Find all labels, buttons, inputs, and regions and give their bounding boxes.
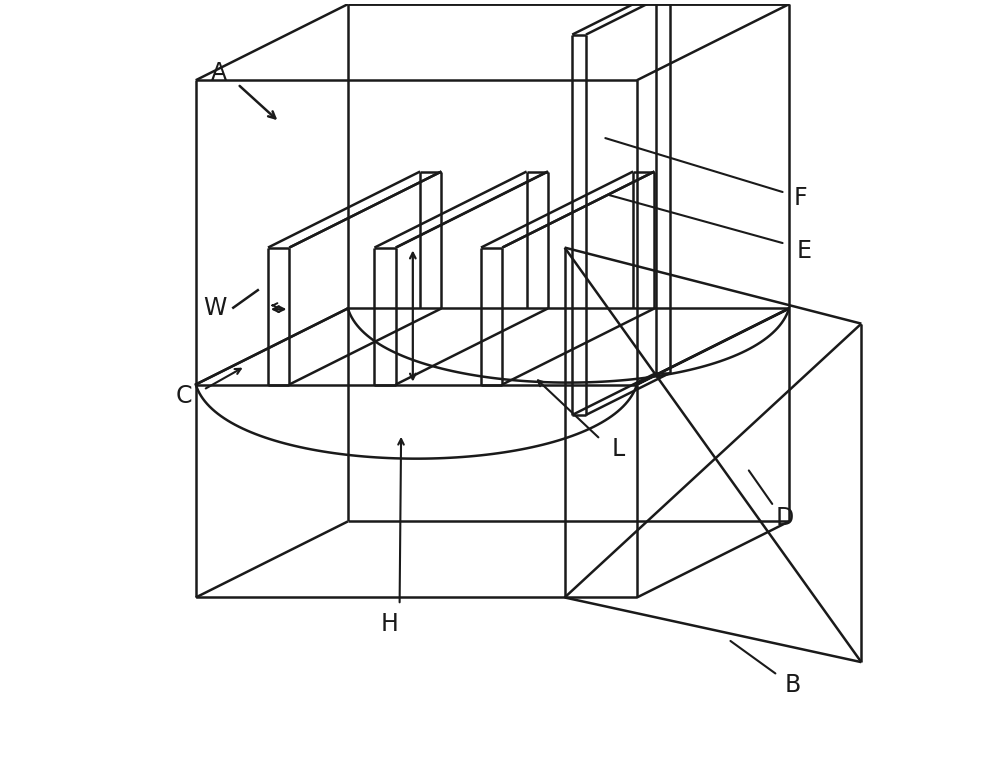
Text: H: H: [381, 612, 399, 636]
Text: W: W: [203, 296, 226, 321]
Text: L: L: [611, 437, 625, 461]
Text: F: F: [794, 186, 807, 210]
Text: E: E: [797, 239, 812, 264]
Text: D: D: [776, 505, 794, 530]
Text: A: A: [210, 61, 227, 85]
Text: C: C: [176, 384, 193, 408]
Text: B: B: [785, 673, 801, 697]
